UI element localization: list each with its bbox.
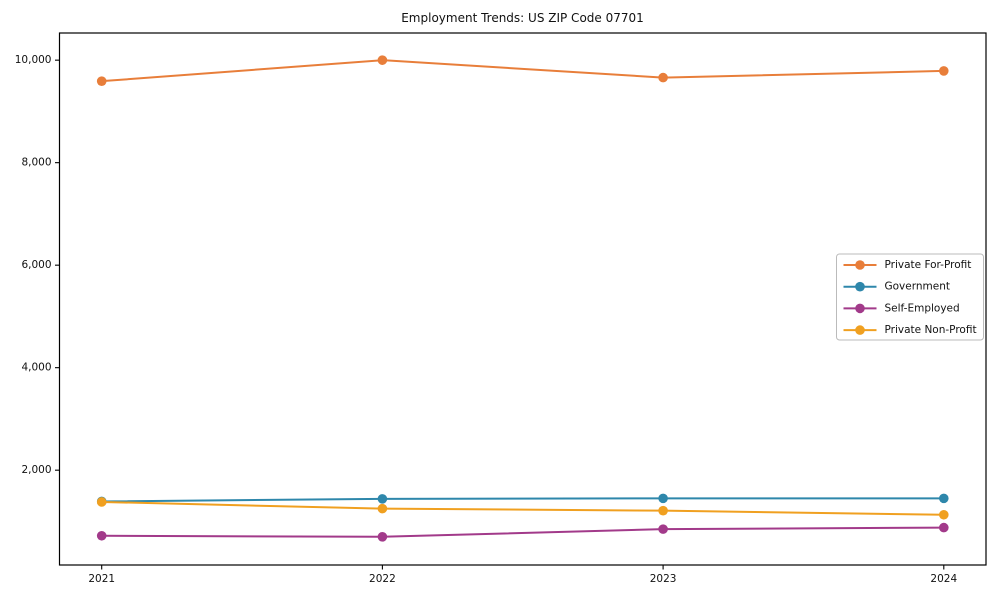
y-tick-label: 2,000 [21,464,51,476]
data-point-marker [377,494,388,504]
legend-marker [855,281,865,292]
data-point-marker [96,497,107,507]
data-point-marker [939,522,949,533]
legend-marker [855,325,865,335]
legend-label: Government [885,281,950,293]
y-tick-label: 8,000 [21,157,51,169]
legend-marker [855,303,865,314]
chart-title: Employment Trends: US ZIP Code 07701 [401,11,644,25]
x-tick-label: 2021 [88,573,115,585]
y-tick-label: 10,000 [15,54,52,66]
series-line [101,526,944,538]
data-point-marker [658,505,668,516]
legend-label: Private For-Profit [885,259,972,271]
data-point-marker [939,493,949,504]
data-point-marker [377,55,388,65]
y-tick-label: 6,000 [21,259,51,271]
data-point-marker [377,532,388,542]
legend-label: Private Non-Profit [885,324,977,336]
legend-label: Self-Employed [885,302,960,314]
y-tick-label: 4,000 [21,362,51,374]
data-point-marker [939,66,949,76]
series-line [101,59,944,83]
plot-frame [58,32,987,566]
series-line [101,497,944,503]
data-point-marker [658,524,668,534]
x-tick-label: 2024 [930,573,957,585]
legend-box [836,253,984,341]
data-point-marker [658,72,668,83]
x-tick-label: 2023 [650,573,677,585]
data-point-marker [96,530,107,541]
series-line [101,500,944,516]
data-point-marker [96,76,107,86]
legend-marker [855,260,865,270]
data-point-marker [377,503,388,514]
data-point-marker [658,493,668,504]
data-point-marker [939,509,949,520]
x-tick-label: 2022 [369,573,396,585]
